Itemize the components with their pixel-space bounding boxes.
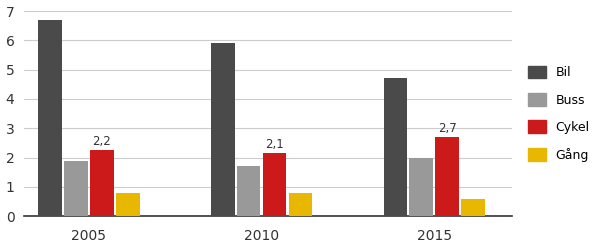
Bar: [383, 78, 407, 216]
Bar: [289, 193, 312, 216]
Bar: [64, 161, 88, 216]
Bar: [211, 43, 235, 216]
Bar: [263, 153, 286, 216]
Text: 2,7: 2,7: [438, 122, 457, 135]
Bar: [436, 137, 459, 216]
Text: 2,2: 2,2: [92, 135, 111, 148]
Bar: [461, 199, 485, 216]
Text: 2,1: 2,1: [265, 138, 284, 151]
Bar: [38, 20, 62, 216]
Bar: [237, 166, 260, 216]
Bar: [116, 193, 140, 216]
Bar: [90, 150, 114, 216]
Legend: Bil, Buss, Cykel, Gång: Bil, Buss, Cykel, Gång: [523, 61, 595, 167]
Bar: [409, 158, 433, 216]
